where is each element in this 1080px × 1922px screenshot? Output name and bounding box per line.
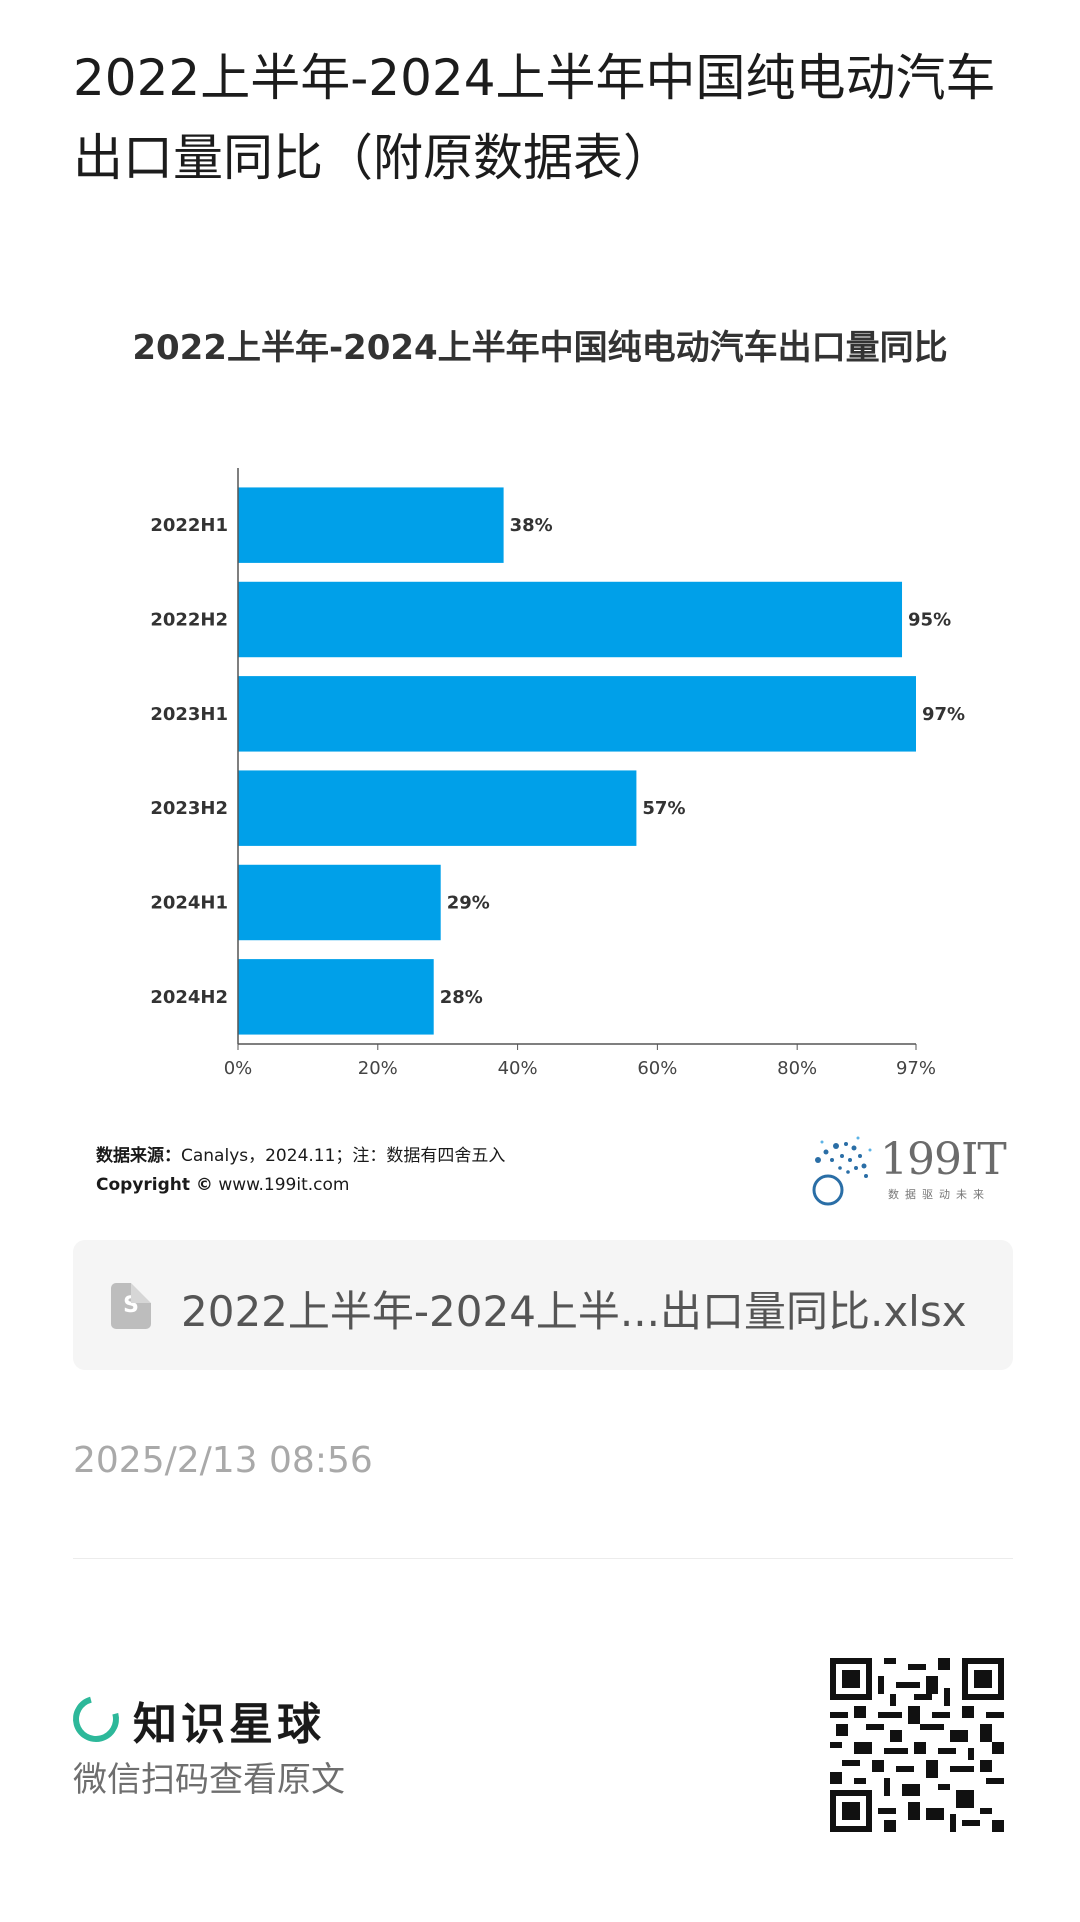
value-label: 95% [908,610,951,631]
spreadsheet-file-icon: S [111,1283,151,1329]
source-label: 数据来源： [96,1146,181,1166]
bar-2024H2 [238,959,434,1035]
value-label: 97% [922,704,965,725]
source-text: Canalys，2024.11；注：数据有四舍五入 [181,1146,506,1166]
x-tick-label: 60% [637,1058,677,1079]
x-tick-label: 40% [498,1058,538,1079]
dandelion-icon [812,1136,872,1206]
category-label: 2022H2 [150,610,228,631]
app-name: 知识星球 [133,1699,325,1750]
bar-2023H1 [238,676,916,752]
category-label: 2024H1 [150,893,228,914]
x-tick-label: 80% [777,1058,817,1079]
value-label: 57% [642,798,685,819]
chart-title: 2022上半年-2024上半年中国纯电动汽车出口量同比 [132,328,948,368]
bar-2022H2 [238,581,903,658]
post-timestamp: 2025/2/13 08:56 [73,1440,373,1481]
attachment-file-card[interactable]: S 2022上半年-2024上半...出口量同比.xlsx [73,1240,1013,1370]
category-label: 2022H1 [150,515,228,536]
bar-2022H1 [238,487,504,563]
category-label: 2023H1 [150,704,228,725]
brand-logo: 199IT 数据驱动未来 [810,1130,1010,1210]
value-label: 38% [510,515,553,536]
chart-card: 2022上半年-2024上半年中国纯电动汽车出口量同比 2022H1 38% 202… [0,300,1080,1220]
file-icon-letter: S [123,1293,139,1318]
bar-chart: 2022H1 38% 2022H2 95% 2023H1 97% 2023H2 57% 2024… [150,468,965,1079]
x-tick-label: 97% [896,1058,936,1079]
planet-ring-icon [64,1687,128,1751]
category-label: 2023H2 [150,798,228,819]
x-tick-label: 0% [224,1058,253,1079]
category-label: 2024H2 [150,987,228,1008]
source-block: 数据来源：Canalys，2024.11；注：数据有四舍五入 Copyright… [96,1142,505,1200]
bar-2024H1 [238,864,441,941]
scan-hint: 微信扫码查看原文 [73,1760,345,1800]
copyright-url: www.199it.com [218,1175,350,1195]
value-label: 29% [447,893,490,914]
brand-name: 199IT [880,1134,1007,1185]
x-tick-label: 20% [358,1058,398,1079]
post-title: 2022上半年-2024上半年中国纯电动汽车出口量同比（附原数据表） [73,49,996,187]
divider [73,1558,1013,1559]
bar-2023H2 [238,770,637,846]
file-name: 2022上半年-2024上半...出口量同比.xlsx [181,1287,967,1336]
copyright-label: Copyright © [96,1175,213,1195]
qr-code[interactable] [830,1658,1004,1832]
brand-tagline: 数据驱动未来 [888,1188,990,1201]
value-label: 28% [440,987,483,1008]
